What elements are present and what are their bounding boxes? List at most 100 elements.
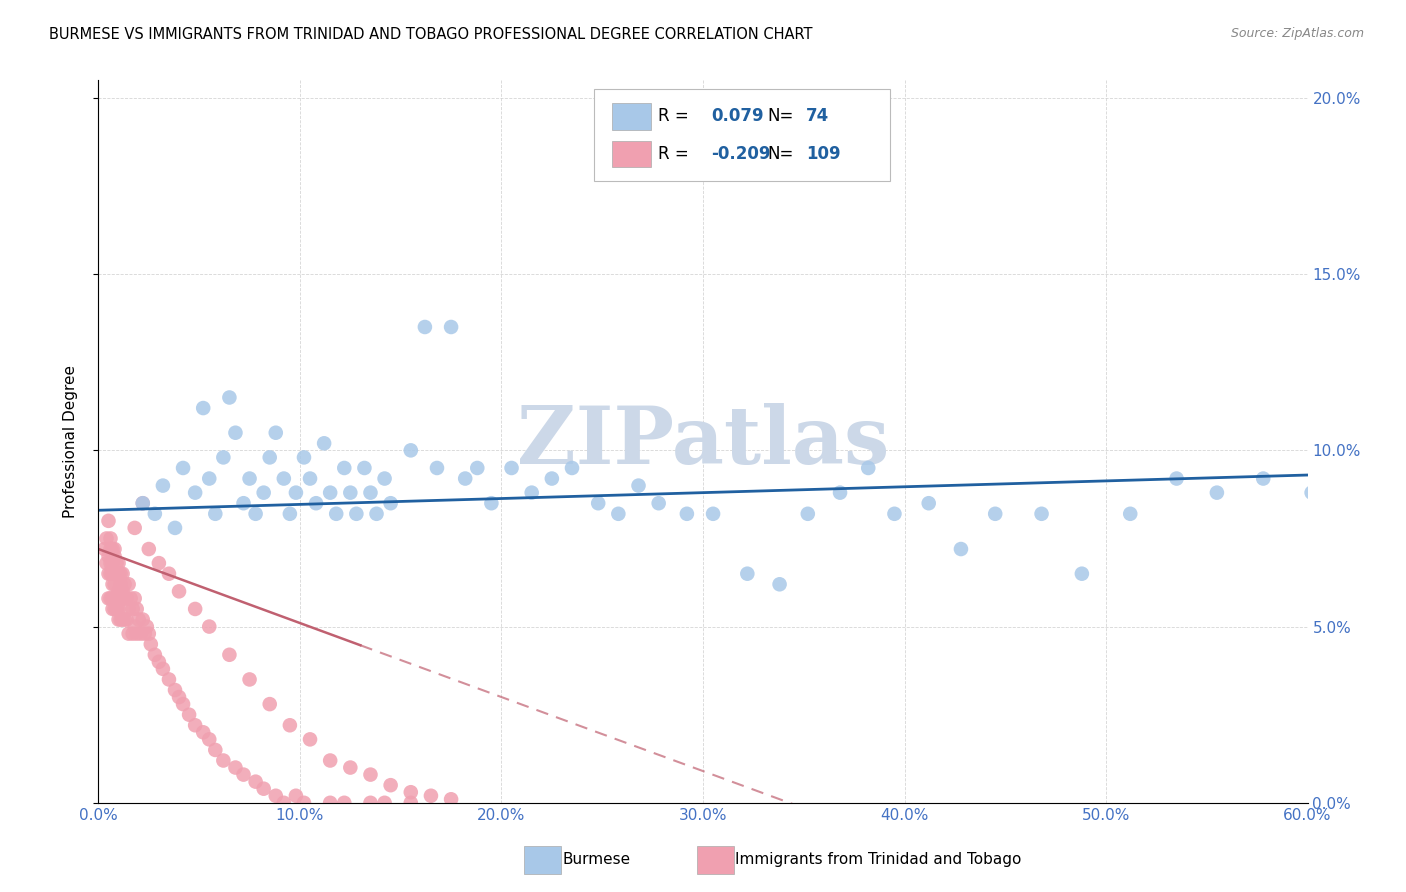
Point	[115, 613, 138, 627]
Point	[278, 718, 301, 732]
Point	[949, 542, 972, 557]
Point	[253, 485, 276, 500]
FancyBboxPatch shape	[613, 141, 651, 168]
Point	[110, 591, 132, 606]
Text: Immigrants from Trinidad and Tobago: Immigrants from Trinidad and Tobago	[735, 853, 1022, 867]
Point	[124, 591, 146, 606]
Point	[93, 542, 115, 557]
Point	[198, 619, 221, 633]
Text: 0.079: 0.079	[711, 107, 763, 126]
Point	[224, 425, 246, 440]
Point	[1251, 471, 1274, 485]
Point	[1166, 471, 1188, 485]
Point	[374, 471, 396, 485]
Text: N=: N=	[768, 145, 793, 163]
Point	[101, 577, 124, 591]
Point	[360, 796, 382, 810]
Point	[259, 450, 281, 465]
Point	[184, 718, 207, 732]
Point	[607, 507, 630, 521]
Point	[465, 461, 488, 475]
Point	[148, 655, 170, 669]
Point	[121, 602, 143, 616]
Point	[100, 532, 122, 546]
Point	[100, 591, 122, 606]
Point	[647, 496, 669, 510]
Point	[212, 450, 235, 465]
Point	[96, 532, 118, 546]
Point	[97, 514, 120, 528]
Point	[380, 496, 402, 510]
Point	[101, 542, 124, 557]
Point	[152, 478, 174, 492]
Point	[118, 626, 141, 640]
Point	[918, 496, 941, 510]
Point	[132, 496, 155, 510]
Point	[413, 320, 436, 334]
Point	[198, 471, 221, 485]
Point	[481, 496, 503, 510]
Point	[132, 496, 155, 510]
Point	[128, 613, 150, 627]
Point	[360, 767, 382, 781]
Point	[319, 485, 342, 500]
Point	[284, 485, 307, 500]
Point	[204, 743, 226, 757]
Point	[167, 584, 190, 599]
Text: Source: ZipAtlas.com: Source: ZipAtlas.com	[1230, 27, 1364, 40]
Point	[110, 566, 132, 581]
Point	[858, 461, 880, 475]
Point	[292, 450, 315, 465]
Point	[111, 591, 134, 606]
Point	[157, 566, 180, 581]
Point	[339, 485, 361, 500]
Point	[540, 471, 562, 485]
FancyBboxPatch shape	[595, 89, 890, 181]
Point	[366, 507, 388, 521]
Point	[1070, 566, 1092, 581]
Point	[1119, 507, 1142, 521]
Point	[737, 566, 759, 581]
Point	[157, 673, 180, 687]
Point	[299, 471, 322, 485]
Point	[344, 507, 367, 521]
Point	[232, 496, 254, 510]
Point	[111, 613, 134, 627]
Point	[96, 556, 118, 570]
Point	[103, 566, 125, 581]
Point	[768, 577, 790, 591]
Point	[1301, 485, 1323, 500]
Point	[380, 778, 402, 792]
Point	[333, 461, 356, 475]
Point	[224, 760, 246, 774]
Point	[138, 626, 160, 640]
Point	[100, 542, 122, 557]
Point	[1347, 355, 1369, 369]
Point	[245, 774, 267, 789]
Point	[1206, 485, 1229, 500]
Text: Burmese: Burmese	[562, 853, 630, 867]
Y-axis label: Professional Degree: Professional Degree	[63, 365, 77, 518]
Point	[184, 485, 207, 500]
Point	[204, 507, 226, 521]
Point	[103, 542, 125, 557]
Text: R =: R =	[658, 107, 689, 126]
Point	[212, 754, 235, 768]
Point	[103, 591, 125, 606]
Point	[103, 602, 125, 616]
Point	[399, 796, 422, 810]
Point	[111, 566, 134, 581]
Point	[105, 591, 128, 606]
Point	[143, 507, 166, 521]
Point	[264, 425, 287, 440]
FancyBboxPatch shape	[613, 103, 651, 130]
Point	[828, 485, 851, 500]
Point	[797, 507, 820, 521]
Point	[107, 556, 129, 570]
Point	[107, 566, 129, 581]
Text: 74: 74	[806, 107, 830, 126]
Point	[399, 443, 422, 458]
Point	[501, 461, 523, 475]
Point	[97, 591, 120, 606]
Point	[135, 619, 157, 633]
